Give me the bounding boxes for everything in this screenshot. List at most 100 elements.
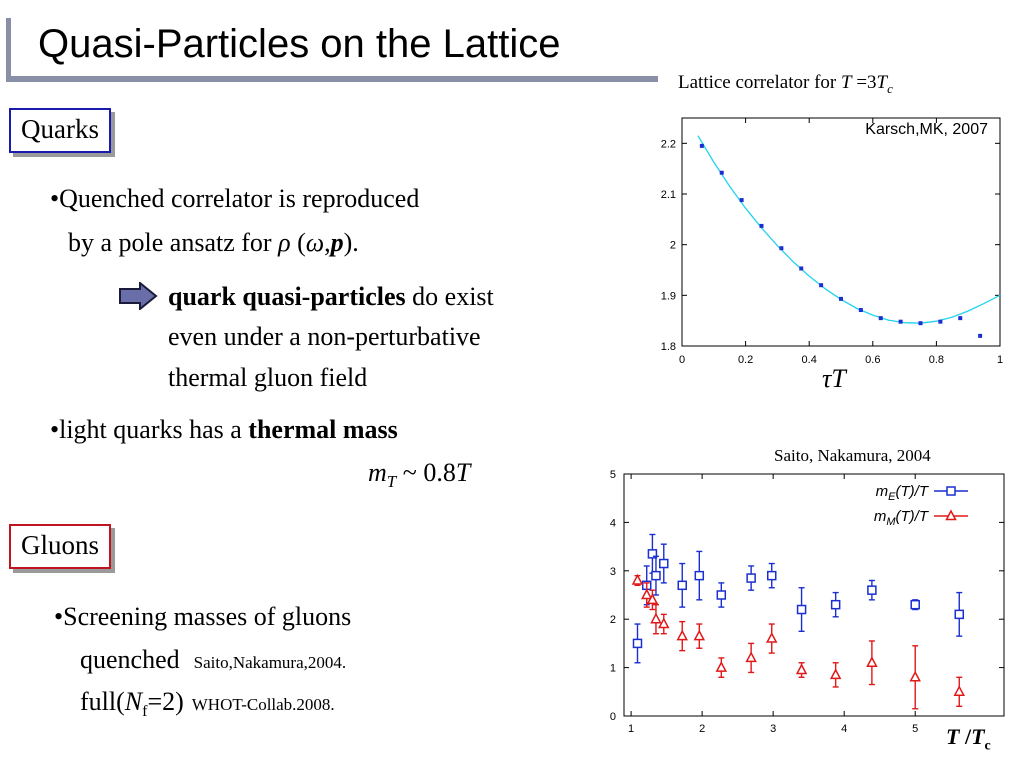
plot-frame	[681, 117, 1001, 347]
rho-symbol: ρ	[278, 228, 291, 257]
legend-mM-label: mM(T)/T	[874, 508, 930, 528]
mM-point	[953, 685, 965, 697]
screening-x-label: T /Tc	[946, 724, 991, 754]
correlator-chart-caption: Lattice correlator for T =3Tc	[678, 72, 893, 97]
x-label-c: c	[984, 738, 991, 754]
x-tick-label: 4	[841, 723, 847, 735]
tau-symbol: τ	[822, 364, 832, 393]
flavor-count: =2)	[147, 687, 184, 716]
mM-point	[646, 593, 659, 605]
mM-point	[715, 660, 728, 672]
data-point	[958, 316, 963, 321]
gluons-full-line: full(Nf=2) WHOT-Collab.2008.	[80, 685, 335, 729]
mE-point	[647, 549, 658, 559]
x-label-T: T	[831, 364, 846, 393]
quasi-particles-bold: quark quasi-particles	[168, 282, 406, 311]
mM-point	[765, 631, 778, 643]
title-underline	[6, 76, 658, 82]
mM-point	[745, 651, 757, 663]
caption-T: T	[840, 72, 852, 93]
x-label-T: T	[946, 724, 960, 749]
mE-point	[830, 599, 841, 610]
legend-mM-marker	[945, 509, 957, 521]
legend-mE-label: mE(T)/T	[876, 483, 930, 503]
y-tick-label: 2.2	[661, 138, 676, 150]
legend-mM-part: M	[886, 516, 896, 528]
y-tick-label: 4	[610, 517, 616, 529]
x-tick-label: 0.2	[738, 354, 753, 366]
gluons-bullet1: •Screening masses of gluons	[54, 602, 352, 631]
legend-mM-part: (T)/T	[896, 508, 930, 525]
temperature-symbol: T	[455, 458, 471, 487]
comma: ,	[324, 228, 331, 257]
data-point	[699, 143, 704, 148]
x-tick-label: 1	[628, 723, 634, 735]
caption-Tc: T	[876, 72, 888, 93]
mass-subscript: T	[386, 472, 397, 492]
mE-point	[694, 570, 705, 581]
data-point	[739, 198, 744, 203]
gluons-quenched-line: quenched Saito,Nakamura,2004.	[80, 643, 346, 680]
data-point	[719, 170, 724, 175]
quenched-text: quenched	[80, 645, 180, 674]
flavor-symbol: N	[124, 687, 143, 716]
x-label-slash: /	[959, 724, 972, 749]
y-tick-label: 1.9	[661, 290, 676, 302]
quarks-bullet1-line1: •Quenched correlator is reproduced	[50, 184, 420, 213]
data-point	[878, 316, 883, 321]
y-tick-label: 1.8	[661, 341, 676, 353]
arrow-line2: even under a non-perturbative	[168, 322, 481, 351]
plot-frame	[623, 473, 1005, 717]
legend-mE-part: (T)/T	[896, 483, 930, 500]
x-tick-label: 2	[699, 723, 705, 735]
data-point	[779, 246, 784, 251]
title-accent-bar	[6, 18, 11, 80]
mE-point	[954, 609, 965, 620]
caption-eq: =3	[851, 72, 877, 93]
paren-close: ).	[343, 228, 359, 257]
caption-text: Lattice correlator for	[678, 72, 841, 93]
right-arrow-icon	[119, 282, 158, 310]
thermal-mass-formula: mT ~ 0.8T	[368, 456, 470, 499]
slide-title: Quasi-Particles on the Lattice	[38, 22, 561, 66]
flavor-subscript: f	[142, 703, 148, 721]
legend-mM-part: m	[874, 508, 887, 525]
ansatz-text: by a pole ansatz for	[68, 228, 279, 257]
legend-mE-marker	[946, 486, 956, 496]
mM-point	[909, 670, 921, 682]
mE-point	[659, 558, 669, 569]
legend-mE-part: E	[888, 491, 896, 503]
mE-point	[632, 638, 643, 649]
quarks-bullet2: •light quarks has a thermal mass	[50, 413, 398, 447]
arrow-line1: quark quasi-particles do exist	[168, 280, 494, 314]
quenched-reference: Saito,Nakamura,2004.	[193, 653, 347, 672]
quarks-bullet1-line2: by a pole ansatz for ρ (ω,p).	[68, 226, 359, 260]
omega-symbol: ω	[305, 228, 325, 257]
correlator-chart: 0 0.2 0.4 0.6 0.8 1 1.8 1.9 2 2.1 2.2 Karsch,MK, 20…	[661, 117, 1003, 366]
data-point	[978, 333, 983, 338]
mE-point	[677, 580, 687, 591]
y-tick-label: 2.1	[661, 189, 676, 201]
fit-curve	[697, 135, 1001, 324]
legend-mE-part: m	[876, 483, 889, 500]
x-tick-label: 0.4	[802, 354, 817, 366]
x-tick-label: 3	[770, 723, 776, 735]
y-tick-label: 5	[610, 469, 616, 481]
y-tick-label: 3	[610, 566, 616, 578]
arrow-line3: thermal gluon field	[168, 363, 368, 392]
mM-point	[676, 629, 688, 641]
correlator-x-label: τT	[822, 364, 846, 394]
thermal-mass-bold: thermal mass	[248, 415, 398, 444]
mM-point	[658, 617, 670, 629]
y-tick-label: 2	[610, 614, 616, 626]
data-point	[918, 321, 923, 326]
data-point	[819, 283, 824, 288]
data-point	[839, 296, 843, 301]
mE-point	[796, 604, 807, 615]
x-tick-label: 0.8	[929, 354, 944, 366]
mE-point	[910, 599, 920, 610]
mE-point	[766, 570, 777, 581]
momentum-symbol: p	[330, 228, 344, 257]
mM-point	[693, 629, 706, 641]
